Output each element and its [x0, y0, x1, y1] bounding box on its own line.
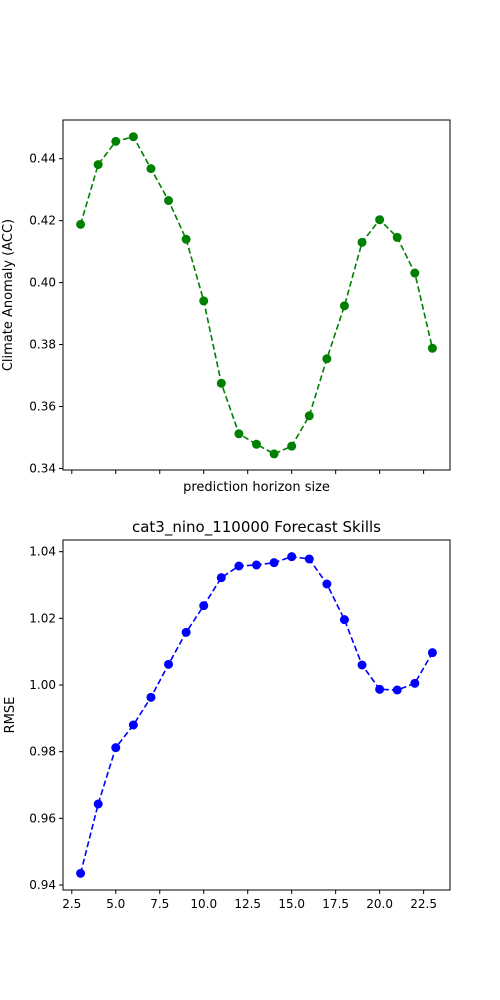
- data-point: [111, 136, 121, 146]
- data-point: [234, 561, 244, 571]
- acc-chart-ticks: 0.34 0.36 0.38 0.40 0.42 0.44: [29, 152, 425, 475]
- rmse-chart-ticks: 0.94 0.96 0.98 1.00 1.02 1.04 2.5 5.0 7.5 10.0 12.…: [29, 545, 437, 911]
- x-tick-label: 20.0: [366, 897, 393, 911]
- data-point: [76, 219, 86, 229]
- data-point: [269, 558, 279, 568]
- data-point: [410, 268, 420, 278]
- data-point: [76, 868, 86, 878]
- data-point: [339, 615, 349, 625]
- data-point: [252, 439, 261, 449]
- data-point: [304, 554, 314, 564]
- y-tick-label: 0.96: [29, 811, 56, 825]
- data-point: [199, 296, 209, 306]
- acc-chart-y-axis-label: Climate Anomaly (ACC): [1, 219, 16, 371]
- data-point: [93, 799, 103, 809]
- data-point: [392, 232, 402, 242]
- data-point: [216, 378, 226, 388]
- x-tick-label: 10.0: [190, 897, 217, 911]
- data-point: [93, 160, 103, 170]
- acc-chart: prediction horizon size Climate Anomaly …: [1, 119, 451, 495]
- x-tick-label: 17.5: [322, 897, 349, 911]
- data-point: [181, 627, 191, 637]
- y-tick-label: 1.04: [29, 545, 56, 559]
- data-point: [410, 678, 420, 688]
- data-point: [287, 441, 297, 451]
- series-line: [79, 555, 434, 874]
- acc-chart-plot-frame: [62, 119, 451, 471]
- data-point: [146, 164, 156, 174]
- data-point: [216, 573, 226, 583]
- data-point: [375, 684, 385, 694]
- x-tick-label: 15.0: [278, 897, 305, 911]
- x-tick-label: 2.5: [62, 897, 81, 911]
- acc-chart-x-axis-label: prediction horizon size: [183, 480, 330, 495]
- x-tick-label: 7.5: [150, 897, 169, 911]
- rmse-chart-y-axis-label: RMSE: [3, 697, 18, 734]
- data-point: [164, 659, 174, 669]
- data-point: [339, 301, 349, 311]
- data-point: [181, 234, 191, 244]
- data-point: [252, 560, 261, 570]
- data-point: [164, 196, 174, 206]
- x-tick-label: 12.5: [234, 897, 261, 911]
- y-tick-label: 0.38: [29, 338, 56, 352]
- data-point: [234, 429, 244, 439]
- y-tick-label: 0.42: [29, 214, 56, 228]
- y-tick-label: 0.40: [29, 276, 56, 290]
- data-point: [128, 720, 138, 730]
- data-point: [322, 354, 332, 364]
- series-line: [79, 135, 434, 455]
- y-tick-label: 0.44: [29, 152, 56, 166]
- data-point: [111, 743, 121, 753]
- y-tick-label: 1.02: [29, 611, 56, 625]
- data-point: [392, 685, 402, 695]
- y-tick-label: 0.94: [29, 878, 56, 892]
- y-tick-label: 1.00: [29, 678, 56, 692]
- data-point: [375, 215, 385, 225]
- data-point: [146, 692, 156, 702]
- acc-chart-series: [76, 132, 437, 459]
- data-point: [304, 411, 314, 421]
- y-tick-label: 0.34: [29, 461, 56, 475]
- y-tick-label: 0.98: [29, 745, 56, 759]
- rmse-chart: cat3_nino_110000 Forecast Skills RMSE 0.…: [3, 518, 451, 911]
- data-point: [128, 132, 138, 142]
- data-point: [322, 579, 332, 589]
- data-point: [269, 449, 279, 459]
- x-tick-label: 22.5: [410, 897, 437, 911]
- data-point: [427, 648, 437, 658]
- x-tick-label: 5.0: [106, 897, 125, 911]
- data-point: [287, 552, 297, 562]
- rmse-chart-series: [76, 552, 437, 878]
- data-point: [357, 237, 367, 247]
- data-point: [199, 601, 209, 611]
- y-tick-label: 0.36: [29, 400, 56, 414]
- rmse-chart-title: cat3_nino_110000 Forecast Skills: [132, 518, 381, 537]
- rmse-chart-plot-frame: [62, 539, 451, 891]
- data-point: [357, 660, 367, 670]
- data-point: [427, 343, 437, 353]
